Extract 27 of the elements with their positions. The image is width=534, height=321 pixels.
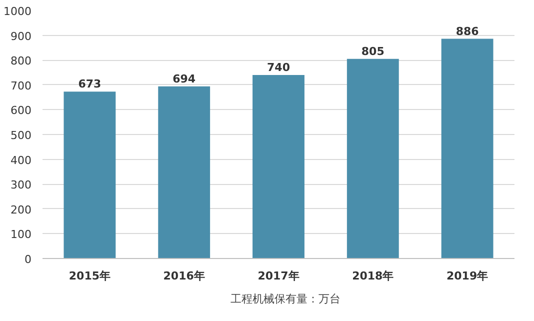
y-tick-label: 500 <box>10 129 32 142</box>
data-label: 805 <box>361 44 384 58</box>
data-label: 694 <box>172 72 196 86</box>
data-label: 886 <box>456 24 480 38</box>
x-tick-label: 2018年 <box>352 270 394 282</box>
bar <box>158 86 210 258</box>
y-tick-label: 400 <box>10 154 32 167</box>
y-tick-label: 900 <box>10 30 32 43</box>
bar <box>346 58 399 258</box>
y-tick-label: 300 <box>10 178 32 192</box>
y-tick-label: 600 <box>10 104 32 118</box>
y-tick-label: 200 <box>10 203 32 216</box>
y-tick-label: 800 <box>10 54 32 68</box>
data-label: 740 <box>267 60 290 74</box>
y-tick-label: 1000 <box>4 5 32 18</box>
bar <box>441 38 494 258</box>
bar <box>252 74 304 258</box>
bar <box>64 92 116 258</box>
x-tick-label: 2017年 <box>258 270 300 282</box>
x-tick-label: 2019年 <box>446 270 488 282</box>
x-tick-label: 2016年 <box>163 270 205 282</box>
y-tick-label: 0 <box>24 253 32 266</box>
y-tick-label: 100 <box>10 228 32 242</box>
x-tick-label: 2015年 <box>68 270 111 282</box>
text: 工程机械保有量：万台 <box>230 292 340 306</box>
y-tick-label: 700 <box>10 79 32 92</box>
data-label: 673 <box>78 78 102 91</box>
